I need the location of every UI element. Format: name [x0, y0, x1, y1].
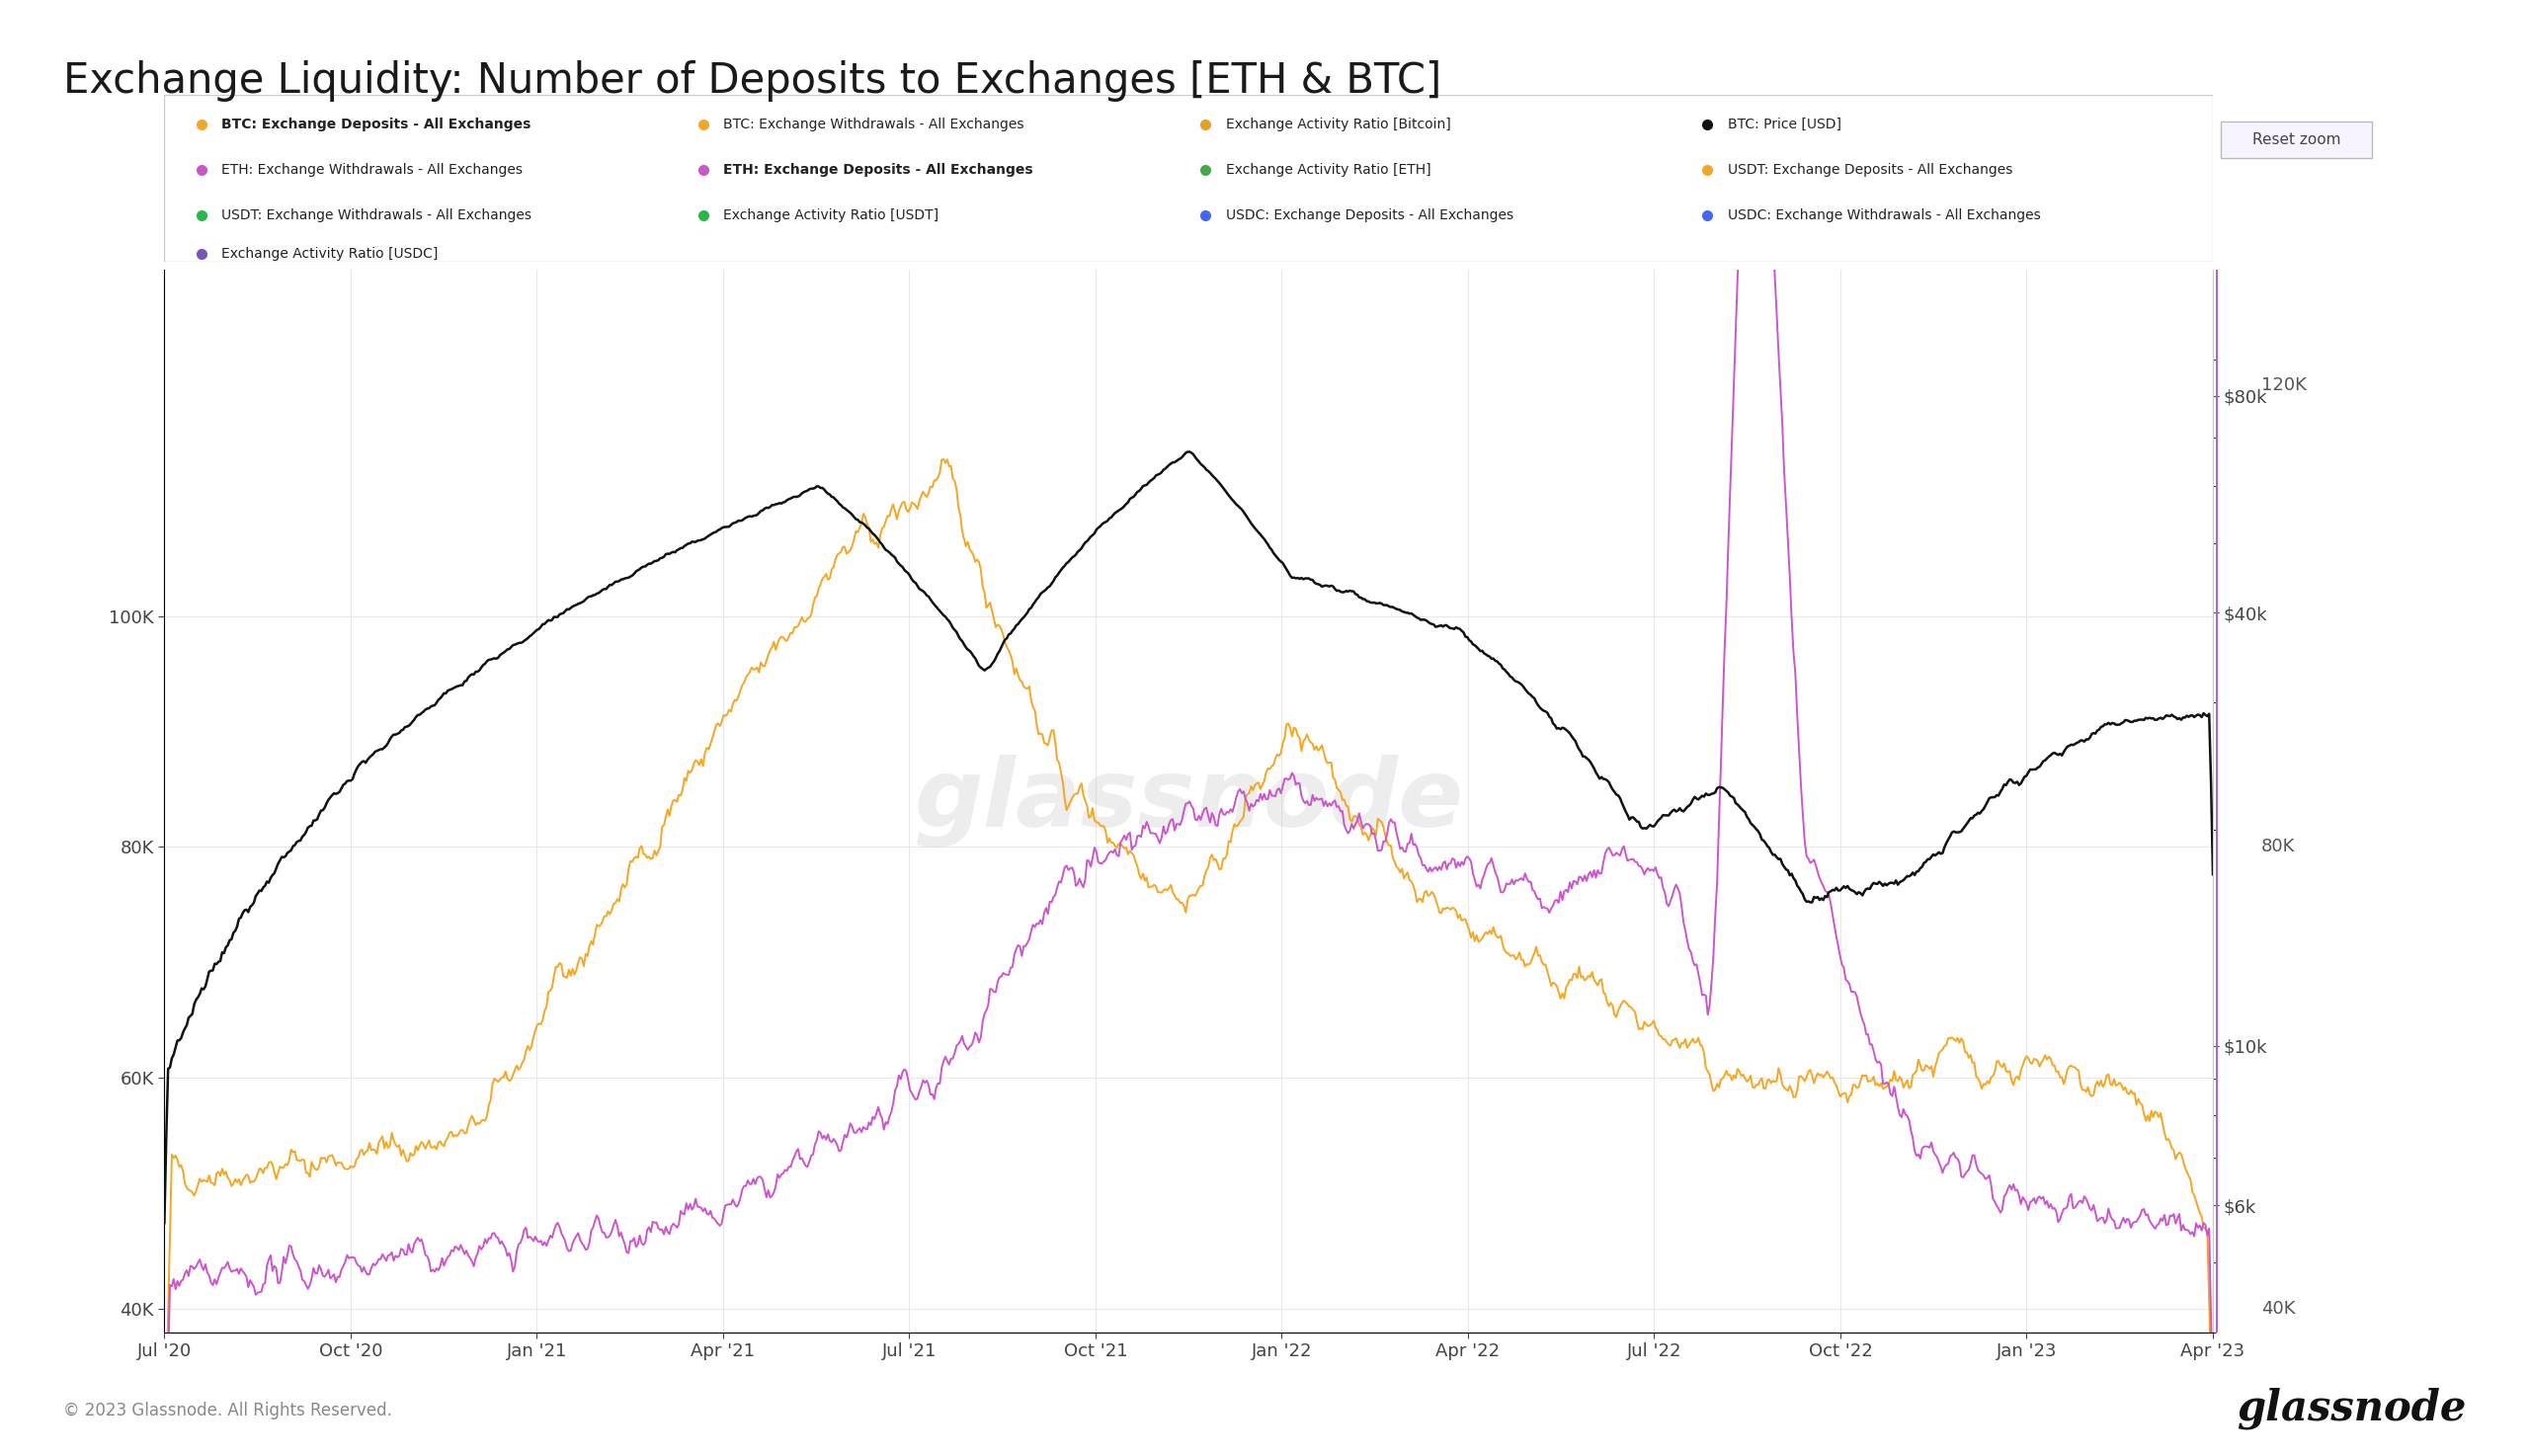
Text: Exchange Activity Ratio [Bitcoin]: Exchange Activity Ratio [Bitcoin] [1227, 118, 1452, 131]
Text: BTC: Exchange Withdrawals - All Exchanges: BTC: Exchange Withdrawals - All Exchange… [723, 118, 1024, 131]
Text: BTC: Exchange Deposits - All Exchanges: BTC: Exchange Deposits - All Exchanges [223, 118, 531, 131]
Text: USDC: Exchange Deposits - All Exchanges: USDC: Exchange Deposits - All Exchanges [1227, 208, 1512, 223]
Text: ETH: Exchange Withdrawals - All Exchanges: ETH: Exchange Withdrawals - All Exchange… [223, 163, 524, 176]
Text: glassnode: glassnode [2236, 1388, 2466, 1430]
Text: ETH: Exchange Deposits - All Exchanges: ETH: Exchange Deposits - All Exchanges [723, 163, 1034, 176]
Text: BTC: Price [USD]: BTC: Price [USD] [1727, 118, 1841, 131]
Text: 80K: 80K [2261, 839, 2296, 856]
Text: 120K: 120K [2261, 376, 2306, 393]
Text: USDT: Exchange Deposits - All Exchanges: USDT: Exchange Deposits - All Exchanges [1727, 163, 2013, 176]
Text: USDT: Exchange Withdrawals - All Exchanges: USDT: Exchange Withdrawals - All Exchang… [223, 208, 531, 223]
Text: Exchange Activity Ratio [USDT]: Exchange Activity Ratio [USDT] [723, 208, 938, 223]
Text: Exchange Activity Ratio [ETH]: Exchange Activity Ratio [ETH] [1227, 163, 1431, 176]
Text: 40K: 40K [2261, 1300, 2296, 1318]
Text: Exchange Liquidity: Number of Deposits to Exchanges [ETH & BTC]: Exchange Liquidity: Number of Deposits t… [63, 61, 1442, 102]
Text: © 2023 Glassnode. All Rights Reserved.: © 2023 Glassnode. All Rights Reserved. [63, 1402, 392, 1420]
Text: USDC: Exchange Withdrawals - All Exchanges: USDC: Exchange Withdrawals - All Exchang… [1727, 208, 2041, 223]
Text: glassnode: glassnode [913, 754, 1464, 847]
Text: Reset zoom: Reset zoom [2253, 132, 2339, 147]
Text: Exchange Activity Ratio [USDC]: Exchange Activity Ratio [USDC] [223, 248, 438, 261]
